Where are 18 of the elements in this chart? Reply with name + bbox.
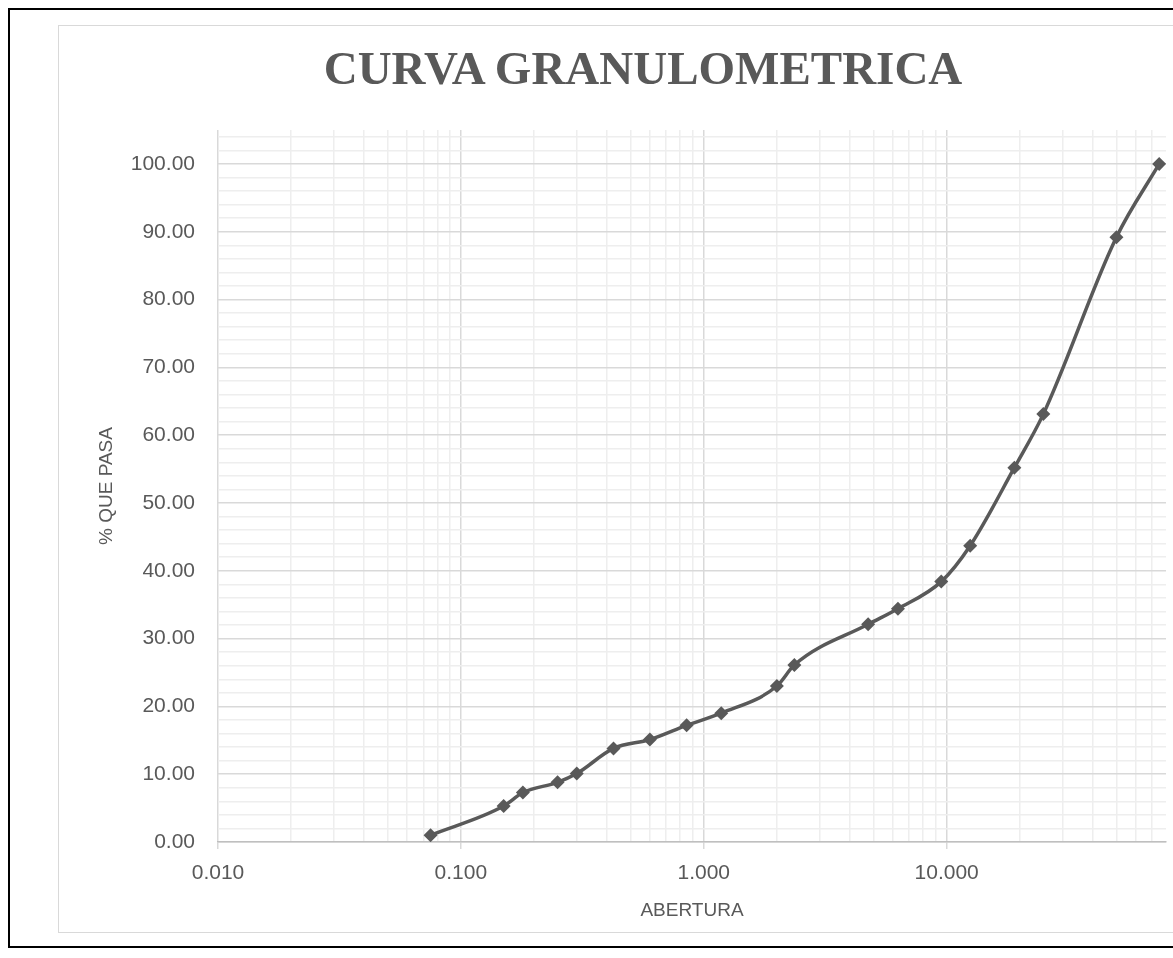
y-tick-label: 10.00 xyxy=(142,760,195,784)
y-tick-label: 90.00 xyxy=(142,218,195,242)
y-tick-label: 40.00 xyxy=(142,557,195,581)
y-tick-label: 0.00 xyxy=(154,828,195,852)
y-axis-title: % QUE PASA xyxy=(95,426,117,545)
y-tick-label: 80.00 xyxy=(142,286,195,310)
x-tick-label: 0.100 xyxy=(434,860,488,884)
x-tick-label: 10.000 xyxy=(914,860,979,884)
x-tick-label: 0.010 xyxy=(191,860,245,884)
y-tick-label: 50.00 xyxy=(142,489,195,513)
x-tick-label: 1.000 xyxy=(677,860,731,884)
y-tick-label: 30.00 xyxy=(142,625,195,649)
y-tick-label: 20.00 xyxy=(142,693,195,717)
y-tick-label: 70.00 xyxy=(142,354,195,378)
x-axis-title: ABERTURA xyxy=(640,899,744,921)
y-tick-label: 60.00 xyxy=(142,421,195,445)
chart-title: CURVA GRANULOMETRICA xyxy=(323,42,963,95)
y-tick-label: 100.00 xyxy=(130,150,195,174)
